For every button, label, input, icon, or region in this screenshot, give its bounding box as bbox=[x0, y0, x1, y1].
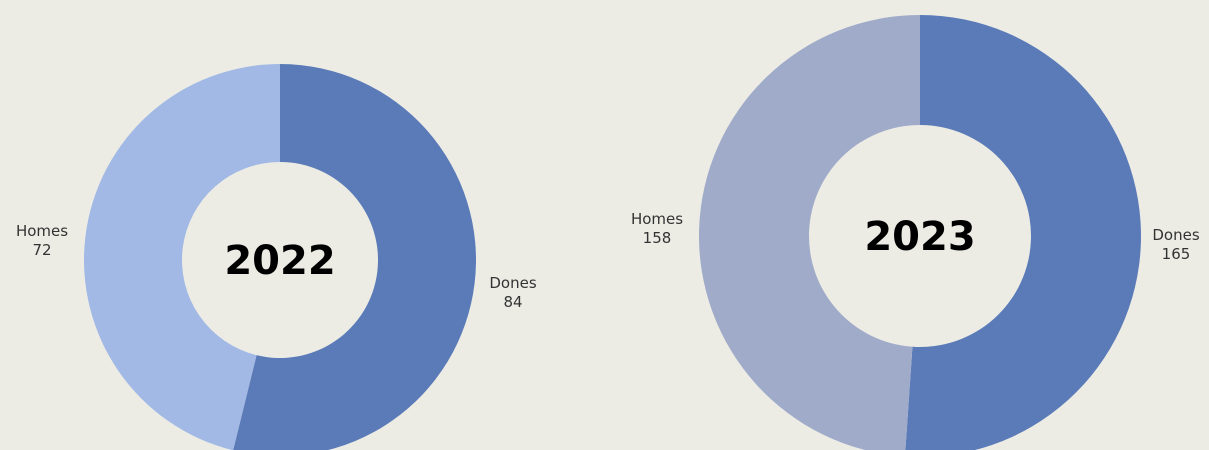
slice-dones-2023 bbox=[905, 15, 1141, 450]
slice-value-homes-2022: 72 bbox=[32, 241, 51, 259]
slice-homes-2023 bbox=[699, 15, 920, 450]
slice-value-dones-2023: 165 bbox=[1162, 245, 1191, 263]
slice-value-homes-2023: 158 bbox=[643, 229, 672, 247]
slice-homes-2022 bbox=[84, 64, 280, 450]
slice-dones-2022 bbox=[233, 64, 476, 450]
slice-value-dones-2022: 84 bbox=[503, 293, 522, 311]
slice-label-homes-2022: Homes bbox=[16, 222, 68, 240]
center-label-2022: 2022 bbox=[224, 238, 335, 284]
slice-label-dones-2022: Dones bbox=[489, 274, 536, 292]
slice-label-dones-2023: Dones bbox=[1152, 226, 1199, 244]
center-label-2023: 2023 bbox=[864, 214, 975, 260]
slice-label-homes-2023: Homes bbox=[631, 210, 683, 228]
